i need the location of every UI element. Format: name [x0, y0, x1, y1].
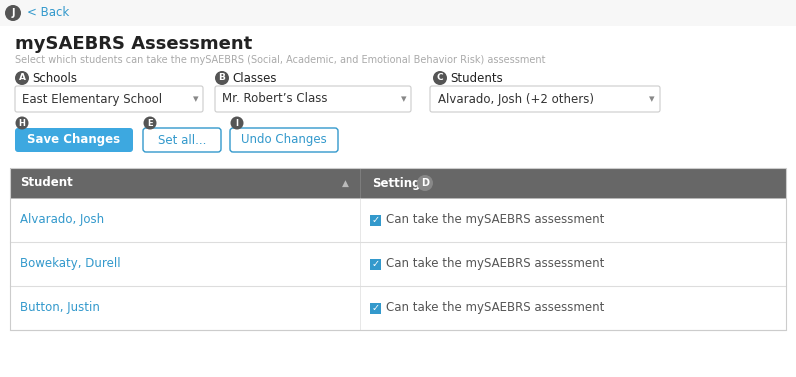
Bar: [10, 168, 786, 198]
Bar: [0, 0, 796, 26]
Text: Classes: Classes: [232, 72, 276, 84]
Text: Can take the mySAEBRS assessment: Can take the mySAEBRS assessment: [386, 257, 604, 271]
Circle shape: [143, 116, 157, 130]
Text: Student: Student: [20, 176, 72, 190]
Text: ✓: ✓: [372, 216, 380, 225]
Bar: [370, 303, 381, 314]
Text: ▲: ▲: [341, 178, 349, 187]
Text: mySAEBRS Assessment: mySAEBRS Assessment: [15, 35, 252, 53]
Text: C: C: [437, 74, 443, 83]
FancyBboxPatch shape: [15, 128, 133, 152]
Circle shape: [15, 71, 29, 85]
Text: Set all...: Set all...: [158, 133, 206, 147]
Text: J: J: [11, 8, 15, 18]
Circle shape: [433, 71, 447, 85]
Bar: [10, 286, 786, 330]
Bar: [370, 215, 381, 226]
Circle shape: [15, 116, 29, 130]
Circle shape: [215, 71, 229, 85]
Circle shape: [417, 175, 433, 191]
Text: Can take the mySAEBRS assessment: Can take the mySAEBRS assessment: [386, 213, 604, 227]
Bar: [10, 168, 786, 330]
Text: Students: Students: [450, 72, 503, 84]
Text: Alvarado, Josh (+2 others): Alvarado, Josh (+2 others): [438, 92, 594, 106]
Bar: [10, 198, 786, 242]
FancyBboxPatch shape: [430, 86, 660, 112]
Text: ✓: ✓: [372, 259, 380, 270]
Text: Schools: Schools: [32, 72, 77, 84]
Text: B: B: [219, 74, 225, 83]
Text: ▾: ▾: [193, 94, 199, 104]
FancyBboxPatch shape: [230, 128, 338, 152]
Text: Select which students can take the mySAEBRS (Social, Academic, and Emotional Beh: Select which students can take the mySAE…: [15, 55, 545, 65]
Text: East Elementary School: East Elementary School: [22, 92, 162, 106]
Text: Undo Changes: Undo Changes: [241, 133, 327, 147]
Text: < Back: < Back: [27, 6, 69, 20]
Text: Alvarado, Josh: Alvarado, Josh: [20, 213, 104, 227]
Text: ▾: ▾: [650, 94, 655, 104]
Text: Can take the mySAEBRS assessment: Can take the mySAEBRS assessment: [386, 302, 604, 314]
Circle shape: [5, 5, 21, 21]
FancyBboxPatch shape: [215, 86, 411, 112]
Circle shape: [231, 116, 244, 130]
Text: ✓: ✓: [372, 303, 380, 314]
Text: Button, Justin: Button, Justin: [20, 302, 100, 314]
FancyBboxPatch shape: [143, 128, 221, 152]
Text: Bowekaty, Durell: Bowekaty, Durell: [20, 257, 121, 271]
Text: E: E: [147, 118, 153, 127]
Text: ▾: ▾: [401, 94, 407, 104]
Text: D: D: [421, 178, 429, 188]
FancyBboxPatch shape: [15, 86, 203, 112]
Text: Mr. Robert’s Class: Mr. Robert’s Class: [222, 92, 327, 106]
Bar: [370, 259, 381, 270]
Text: A: A: [18, 74, 25, 83]
Text: I: I: [236, 118, 239, 127]
Text: Setting: Setting: [372, 176, 420, 190]
Bar: [10, 242, 786, 286]
Text: Save Changes: Save Changes: [27, 133, 120, 147]
Text: H: H: [18, 118, 25, 127]
